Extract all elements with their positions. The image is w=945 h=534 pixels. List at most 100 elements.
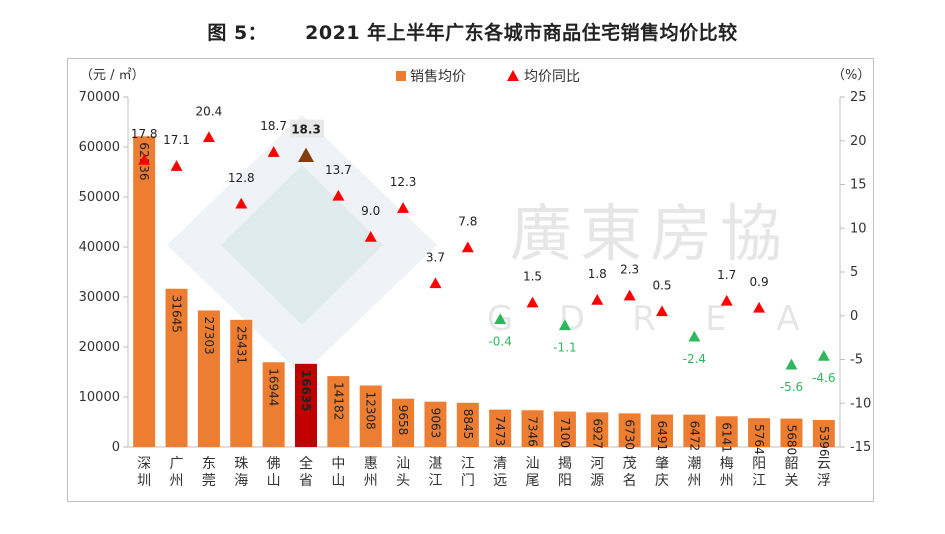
category-label: 江 [461,456,475,472]
yoy-marker [623,289,636,301]
chart-title: 图 5： 2021 年上半年广东各城市商品住宅销售均价比较 [0,18,945,45]
chart-frame [67,58,874,502]
yoy-series: 17.8 17.1 20.4 12.8 18.7 18.3 13.7 9.0 12.3 3.7 7.… [131,104,836,394]
yoy-value-label: 13.7 [325,163,352,177]
category-label: 山 [331,473,345,489]
watermark-letter: E [705,299,726,339]
bar-value-label: 16944 [267,368,281,406]
category-label: 尾 [526,473,540,489]
bar [618,413,641,447]
category-label: 湛 [428,456,442,472]
watermark-text: 廣東房協 [510,197,790,270]
category-label: 阳 [752,456,766,472]
bar-value-label: 6927 [590,418,604,449]
legend: 销售均价 均价同比 [396,69,580,85]
category-label: 州 [364,473,378,489]
yoy-value-label: 0.5 [652,278,671,292]
bar-value-label: 5396 [817,426,831,457]
bar-value-label: 31645 [170,295,184,333]
bar [586,412,609,447]
category-label: 山 [267,473,281,489]
category-label: 阳 [558,473,572,489]
bar [424,401,447,447]
left-tick-label: 20000 [79,340,120,355]
category-label: 省 [299,473,313,489]
bar [521,410,544,447]
yoy-value-label: -0.4 [488,334,511,348]
bar [295,363,317,447]
category-label: 惠 [364,456,378,472]
yoy-value-label: 2.3 [620,263,639,277]
bar-value-label: 16635 [299,370,313,412]
right-tick-label: 5 [850,265,858,280]
yoy-marker [298,147,314,163]
legend-bar-label: 销售均价 [410,69,466,85]
category-label: 头 [396,473,410,489]
watermark-inner-diamond [221,165,383,325]
yoy-marker [688,330,701,342]
yoy-marker [461,241,474,253]
category-label: 汕 [396,456,410,472]
bar-value-label: 6141 [720,422,734,453]
category-label: 潮 [687,456,701,472]
left-tick-label: 70000 [79,90,120,105]
bar-value-label: 6491 [655,421,669,452]
bar [748,418,771,447]
category-label: 深 [137,456,151,472]
right-tick-label: -10 [850,396,871,411]
category-label: 云 [817,456,831,472]
left-tick-label: 50000 [79,190,120,205]
yoy-value-label: -2.4 [683,352,706,366]
yoy-marker [558,319,571,331]
yoy-value-label: -1.1 [553,340,576,354]
bar [133,136,156,447]
watermark-letter: A [776,299,799,339]
yoy-marker [429,277,442,289]
yoy-value-label: 12.3 [390,175,417,189]
yoy-value-label: 17.1 [163,133,190,147]
bar-value-label: 27303 [202,316,216,354]
bar [327,376,350,447]
bar-series: 62136深圳31645广州27303东莞25431珠海16944佛山16635… [133,136,835,489]
yoy-value-label: 18.7 [260,119,287,133]
watermark-letter: R [632,299,656,339]
category-label: 中 [331,456,345,472]
category-label: 浮 [817,473,831,489]
right-tick-label: -15 [850,440,871,455]
yoy-value-label: 7.8 [458,215,477,229]
right-tick-label: 10 [850,221,867,236]
category-label: 东 [202,456,216,472]
yoy-marker [267,146,280,157]
left-tick-label: 40000 [79,240,120,255]
bar [715,416,738,447]
yoy-value-label: -5.6 [780,380,803,394]
yoy-value-label: -4.6 [812,371,835,385]
category-label: 韶 [784,456,798,472]
category-label: 佛 [267,456,281,472]
bar-value-label: 25431 [234,326,248,364]
category-label: 广 [170,456,184,472]
yoy-marker [397,202,410,213]
title-text: 2021 年上半年广东各城市商品住宅销售均价比较 [305,22,738,44]
category-label: 揭 [558,456,572,472]
category-label: 门 [461,473,475,489]
yoy-value-label: 1.8 [588,267,607,281]
figure-label: 图 5： [207,22,268,44]
yoy-marker [656,305,668,317]
bar [553,411,576,447]
category-label: 梅 [720,456,734,472]
yoy-marker [591,294,604,305]
bar [651,414,673,447]
left-tick-label: 60000 [79,140,120,155]
yoy-label-highlight-box [290,119,324,138]
yoy-marker [202,131,215,143]
bar [392,398,415,447]
bar [683,414,706,447]
yoy-value-label: 18.3 [291,123,321,137]
right-tick-label: 15 [850,178,867,193]
category-label: 源 [590,473,604,489]
yoy-value-label: 1.5 [523,270,542,284]
bar-value-label: 14182 [331,382,345,420]
legend-triangle-swatch [507,70,519,81]
